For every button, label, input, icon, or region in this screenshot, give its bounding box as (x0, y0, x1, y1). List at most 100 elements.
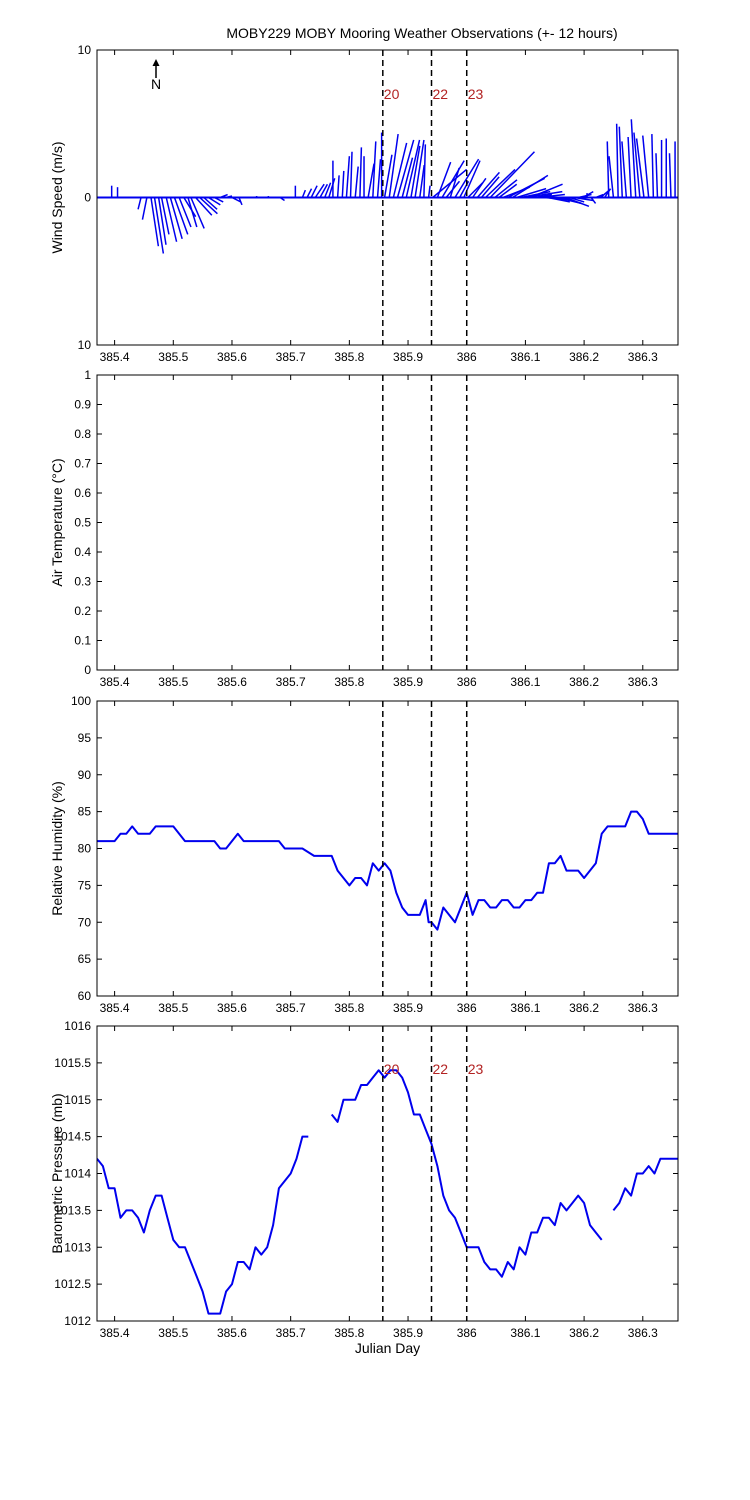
panel0-wind-stick (529, 183, 563, 199)
panel0-wind-stick (219, 193, 228, 199)
panel1-x-tick-label: 385.6 (217, 675, 247, 689)
panel1-x-tick-label: 386.1 (510, 675, 540, 689)
panel3-x-tick-label: 385.7 (276, 1326, 306, 1340)
panel0-wind-stick (169, 197, 183, 240)
panel2-y-tick-label: 65 (78, 952, 92, 966)
panel0-wind-stick (310, 185, 318, 198)
panel2-series-line (97, 810, 678, 931)
panel0-wind-stick (547, 196, 570, 203)
figure-title: MOBY229 MOBY Mooring Weather Observation… (226, 25, 617, 41)
panel3-y-tick-label: 1012.5 (54, 1277, 91, 1291)
panel3-x-tick-label: 386.1 (510, 1326, 540, 1340)
panel2-x-tick-label: 385.8 (334, 1001, 364, 1015)
panel0-plot-area (97, 119, 678, 254)
panel0-wind-stick (190, 197, 205, 229)
panel3-y-tick-label: 1016 (64, 1019, 91, 1033)
panel0-wind-stick (534, 193, 553, 199)
panel0-wind-stick (621, 141, 628, 198)
panel1-y-tick-label: 0 (84, 663, 91, 677)
panel0-wind-stick (635, 138, 645, 198)
panel0-wind-stick (359, 147, 363, 198)
panel0-wind-stick (582, 190, 594, 199)
panel0-wind-stick (471, 177, 487, 198)
wind-speed-panel: 385.4 385.5 385.6 385.7 385.8 385.9 386 386.1 38… (49, 43, 679, 364)
panel1-y-tick-label: 1 (84, 368, 91, 382)
panel0-wind-stick (372, 141, 377, 198)
panel0-wind-stick (608, 156, 615, 198)
panel0-wind-stick (238, 197, 243, 206)
panel0-wind-stick (423, 144, 427, 198)
panel2-x-tick-label: 386 (457, 1001, 477, 1015)
panel0-wind-stick (314, 183, 325, 198)
panel0-wind-stick (630, 119, 637, 198)
panel0-wind-stick (604, 188, 612, 198)
panel1-y-tick-label: 0.5 (74, 516, 91, 530)
panel0-wind-stick (651, 134, 655, 198)
panel0-wind-stick (231, 196, 242, 203)
panel1-axes-frame (96, 374, 679, 671)
panel2-y-tick-label: 70 (78, 915, 92, 929)
panel3-y-tick-label: 1014.5 (54, 1130, 91, 1144)
panel3-y-axis-title: Barometric Pressure (mb) (49, 1093, 65, 1253)
panel0-wind-stick (498, 183, 518, 199)
panel1-y-tick-label: 0.4 (74, 545, 91, 559)
panel1-x-tick-label: 385.5 (158, 675, 188, 689)
panel2-y-tick-label: 100 (71, 694, 91, 708)
panel0-wind-stick (376, 159, 382, 198)
panel0-wind-stick (214, 196, 224, 203)
panel0-wind-stick (354, 166, 359, 198)
panel0-wind-stick (195, 196, 213, 216)
panel0-wind-stick (173, 197, 189, 235)
panel0-wind-stick (153, 197, 165, 254)
panel0-x-tick-label: 385.9 (393, 350, 423, 364)
panel0-wind-stick (199, 196, 218, 215)
relative-humidity-panel: 385.4 385.5 385.6 385.7 385.8 385.9 386 386.1 38… (49, 694, 679, 1015)
panel0-event-marker-label: 23 (468, 86, 484, 102)
panel0-x-tick-label: 386.3 (628, 350, 658, 364)
panel0-wind-stick (319, 183, 329, 198)
panel0-wind-stick (441, 160, 465, 198)
panel0-wind-stick (467, 182, 484, 199)
panel0-x-tick-label: 386.2 (569, 350, 599, 364)
panel0-wind-stick (489, 151, 535, 199)
panel0-x-tick-label: 385.6 (217, 350, 247, 364)
panel2-x-tick-label: 385.5 (158, 1001, 188, 1015)
panel1-y-tick-label: 0.6 (74, 486, 91, 500)
panel0-wind-stick (454, 158, 480, 198)
panel0-x-tick-label: 385.4 (100, 350, 130, 364)
panel3-series-line (97, 1135, 309, 1315)
panel0-wind-stick (306, 188, 313, 198)
panel0-wind-stick (405, 139, 421, 198)
panel0-wind-stick (183, 197, 197, 218)
panel2-axes-frame (96, 700, 679, 997)
panel0-wind-stick (401, 157, 414, 198)
panel0-wind-stick (137, 197, 142, 210)
north-label: N (151, 76, 161, 92)
panel0-wind-stick (345, 156, 351, 198)
panel3-x-tick-label: 386 (457, 1326, 477, 1340)
panel3-x-tick-label: 385.9 (393, 1326, 423, 1340)
panel1-x-tick-label: 385.8 (334, 675, 364, 689)
panel3-x-axis-title: Julian Day (355, 1340, 420, 1356)
panel1-y-tick-label: 0.1 (74, 634, 91, 648)
panel0-y-axis-title: Wind Speed (m/s) (49, 141, 65, 253)
panel3-x-tick-label: 386.2 (569, 1326, 599, 1340)
panel1-y-tick-label: 0.7 (74, 457, 91, 471)
panel1-x-tick-label: 385.9 (393, 675, 423, 689)
panel0-x-tick-label: 385.5 (158, 350, 188, 364)
panel0-wind-stick (436, 161, 452, 198)
panel0-wind-stick (150, 197, 160, 247)
panel0-wind-stick (367, 163, 375, 198)
panel2-y-axis-title: Relative Humidity (%) (49, 781, 65, 916)
panel3-y-tick-label: 1013.5 (54, 1203, 91, 1217)
panel0-wind-stick (590, 197, 597, 204)
panel2-x-tick-label: 386.3 (628, 1001, 658, 1015)
panel3-y-tick-label: 1015.5 (54, 1056, 91, 1070)
panel0-y-tick-label: 10 (78, 338, 92, 352)
panel0-wind-stick (427, 185, 431, 198)
panel1-y-tick-label: 0.9 (74, 398, 91, 412)
panel3-y-tick-label: 1014 (64, 1167, 91, 1181)
panel0-event-marker-label: 22 (433, 86, 449, 102)
panel3-x-tick-label: 385.4 (100, 1326, 130, 1340)
